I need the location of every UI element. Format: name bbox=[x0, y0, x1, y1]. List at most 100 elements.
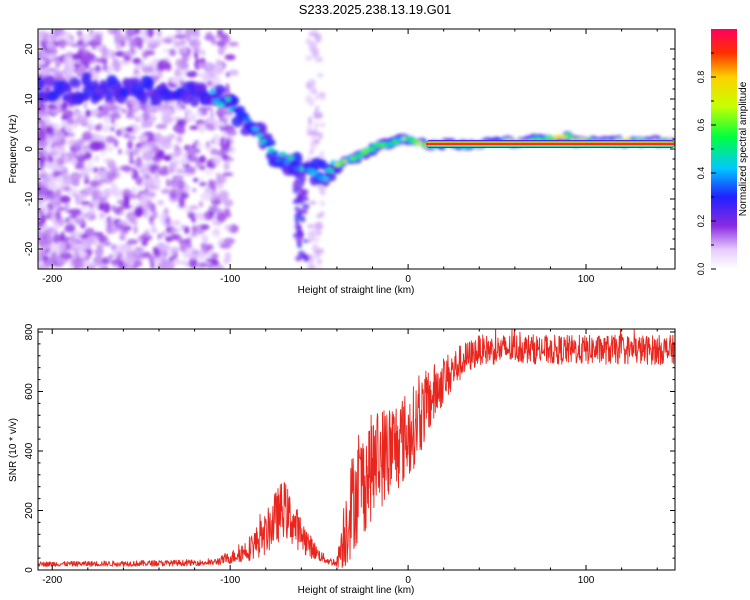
spectrogram-noise-blob bbox=[198, 200, 204, 208]
spectrogram-noise-blob bbox=[216, 212, 227, 223]
spectrogram-noise-blob bbox=[145, 39, 157, 45]
spectrogram-noise-blob bbox=[164, 99, 170, 106]
spectrogram-noise-layer bbox=[38, 29, 326, 269]
spectrogram-track-core bbox=[243, 117, 252, 123]
spectrogram-noise-blob bbox=[110, 244, 118, 251]
spectrogram-noise-blob bbox=[217, 106, 225, 114]
spectrogram-noise-blob bbox=[307, 261, 315, 269]
spectrogram-noise-blob bbox=[38, 131, 43, 139]
spectrogram-track-core bbox=[225, 96, 231, 102]
spectrogram-noise-blob bbox=[38, 150, 50, 158]
spectrogram-noise-blob bbox=[72, 119, 78, 130]
spectrogram-noise-blob bbox=[313, 122, 319, 132]
spectrogram-noise-blob bbox=[43, 207, 49, 216]
spectrogram-noise-blob bbox=[62, 71, 75, 78]
spectrogram-noise-blob bbox=[132, 186, 137, 195]
spectrogram-track-core bbox=[231, 108, 241, 113]
spectrogram-noise-blob bbox=[213, 135, 221, 146]
spectrogram-noise-blob bbox=[306, 224, 315, 229]
spectrogram-noise-blob bbox=[320, 122, 325, 128]
spectrogram-noise-blob bbox=[214, 76, 221, 87]
snr-x-tick-label: -200 bbox=[42, 575, 62, 586]
spectrogram-noise-blob bbox=[144, 228, 150, 238]
spectrogram-noise-blob bbox=[174, 40, 181, 47]
spectrogram-noise-blob bbox=[317, 131, 324, 140]
spectrogram-noise-blob bbox=[144, 187, 150, 194]
spectrogram-noise-blob bbox=[152, 145, 160, 152]
spectrogram-noise-blob bbox=[178, 49, 188, 54]
spectrogram-noise-blob bbox=[93, 154, 100, 163]
spectrogram-noise-blob bbox=[176, 127, 186, 135]
spectrogram-noise-blob bbox=[141, 134, 148, 142]
spectrogram-noise-blob bbox=[96, 57, 109, 64]
spectrogram-noise-blob bbox=[119, 126, 126, 134]
spectrogram-noise-blob bbox=[64, 224, 76, 233]
spectrogram-noise-blob bbox=[142, 111, 150, 122]
spectrogram-noise-blob bbox=[128, 159, 135, 165]
spectrogram-noise-blob bbox=[306, 232, 314, 239]
spectrogram-noise-blob bbox=[147, 163, 157, 174]
spectrogram-noise-blob bbox=[296, 198, 305, 205]
spectrogram-noise-blob bbox=[142, 251, 152, 259]
spectrogram-noise-blob bbox=[74, 198, 84, 203]
spectrogram-noise-blob bbox=[213, 119, 220, 129]
spectrogram-noise-blob bbox=[70, 157, 78, 166]
spectrogram-noise-blob bbox=[307, 130, 315, 136]
spectrogram-noise-blob bbox=[197, 177, 204, 183]
spectrogram-noise-blob bbox=[305, 82, 313, 89]
spectrogram-noise-blob bbox=[205, 211, 210, 221]
spectrogram-noise-blob bbox=[314, 95, 320, 101]
spectrogram-noise-blob bbox=[197, 71, 208, 78]
spectrogram-noise-blob bbox=[164, 216, 171, 226]
spectrogram-noise-blob bbox=[168, 48, 177, 57]
spectrogram-noise-blob bbox=[60, 236, 72, 242]
spectrogram-noise-blob bbox=[204, 186, 211, 195]
spectrogram-noise-blob bbox=[216, 29, 224, 36]
spectrogram-noise-blob bbox=[177, 179, 185, 191]
spectrogram-track-blob bbox=[326, 172, 337, 182]
colorbar-tick-label: 0.8 bbox=[696, 71, 706, 84]
spectrogram-track-blob bbox=[253, 121, 268, 136]
spectrogram-noise-blob bbox=[53, 130, 65, 139]
spectrogram-track-blob bbox=[193, 82, 207, 92]
spectrogram-noise-blob bbox=[38, 101, 47, 111]
spectrogram-noise-blob bbox=[171, 78, 179, 84]
spectrogram-noise-blob bbox=[94, 124, 102, 131]
spectrogram-noise-blob bbox=[314, 32, 322, 43]
spectrogram-noise-blob bbox=[196, 110, 201, 117]
colorbar-gradient bbox=[711, 29, 737, 269]
spectrogram-noise-blob bbox=[137, 234, 148, 243]
spectrogram-noise-blob bbox=[71, 53, 82, 61]
spectrogram-noise-blob bbox=[205, 116, 217, 124]
spectrogram-noise-blob bbox=[308, 200, 317, 205]
spectrogram-noise-blob bbox=[141, 151, 154, 161]
spectrogram-noise-blob bbox=[188, 252, 199, 260]
snr-y-tick-label: 600 bbox=[24, 383, 35, 400]
spectrogram-noise-blob bbox=[224, 251, 232, 262]
spectrogram-noise-blob bbox=[149, 202, 157, 213]
spectrogram-noise-blob bbox=[76, 116, 88, 125]
spectrogram-noise-blob bbox=[106, 225, 115, 235]
spectrogram-noise-blob bbox=[59, 176, 64, 186]
spectrogram-noise-blob bbox=[197, 62, 206, 69]
spectrogram-noise-blob bbox=[205, 140, 211, 148]
spectrogram-noise-blob bbox=[110, 112, 122, 120]
spectrogram-noise-blob bbox=[135, 114, 144, 120]
snr-frame bbox=[37, 328, 676, 571]
spectrogram-noise-blob bbox=[172, 220, 181, 226]
spectrogram-noise-blob bbox=[214, 156, 221, 167]
spectrogram-noise-blob bbox=[226, 138, 231, 149]
spectrogram-noise-blob bbox=[107, 29, 119, 35]
spectrogram-fixed-tone bbox=[425, 140, 675, 148]
spectrogram-noise-blob bbox=[298, 230, 304, 238]
spectrogram-noise-blob bbox=[55, 210, 62, 221]
spectrogram-track-blob bbox=[189, 94, 200, 107]
spectrogram-noise-blob bbox=[56, 241, 66, 251]
spectrogram-noise-blob bbox=[148, 141, 157, 148]
spectrogram-noise-blob bbox=[79, 233, 89, 239]
spectrogram-noise-blob bbox=[38, 115, 43, 121]
spectrogram-noise-blob bbox=[38, 254, 44, 263]
snr-y-ticks: 0 200 400 600 800 bbox=[24, 323, 675, 573]
spectrogram-noise-blob bbox=[67, 188, 80, 196]
spectrogram-noise-blob bbox=[309, 87, 316, 95]
